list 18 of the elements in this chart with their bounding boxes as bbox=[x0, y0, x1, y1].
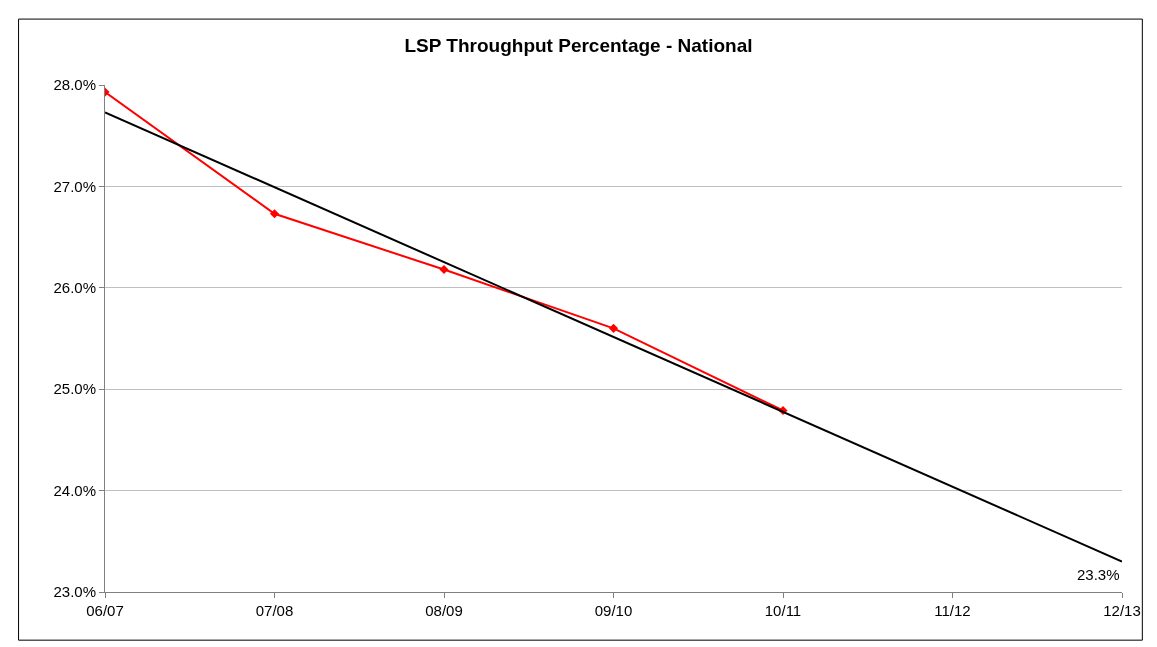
chart-title: LSP Throughput Percentage - National bbox=[404, 35, 753, 57]
x-tick-label: 10/11 bbox=[764, 602, 802, 619]
annotation: 23.3% bbox=[1077, 566, 1120, 583]
y-tick-label: 24.0% bbox=[53, 481, 96, 499]
point bbox=[439, 265, 449, 275]
x-tick-label: 09/10 bbox=[594, 602, 633, 619]
x-tick-label: 12/13 bbox=[1103, 602, 1141, 619]
x-tick-label: 08/09 bbox=[425, 602, 463, 619]
x-tick-label: 11/12 bbox=[934, 602, 971, 619]
x-tick-label: 07/08 bbox=[255, 602, 294, 619]
point bbox=[269, 209, 280, 219]
x-tick-label: 06/07 bbox=[86, 602, 124, 619]
y-tick-label: 26.0% bbox=[53, 279, 96, 297]
y-tick-label: 23.0% bbox=[53, 583, 96, 601]
y-tick-label: 27.0% bbox=[53, 177, 96, 195]
point bbox=[608, 323, 619, 333]
y-tick-label: 25.0% bbox=[53, 380, 96, 398]
y-tick-label: 28.0% bbox=[53, 76, 96, 94]
